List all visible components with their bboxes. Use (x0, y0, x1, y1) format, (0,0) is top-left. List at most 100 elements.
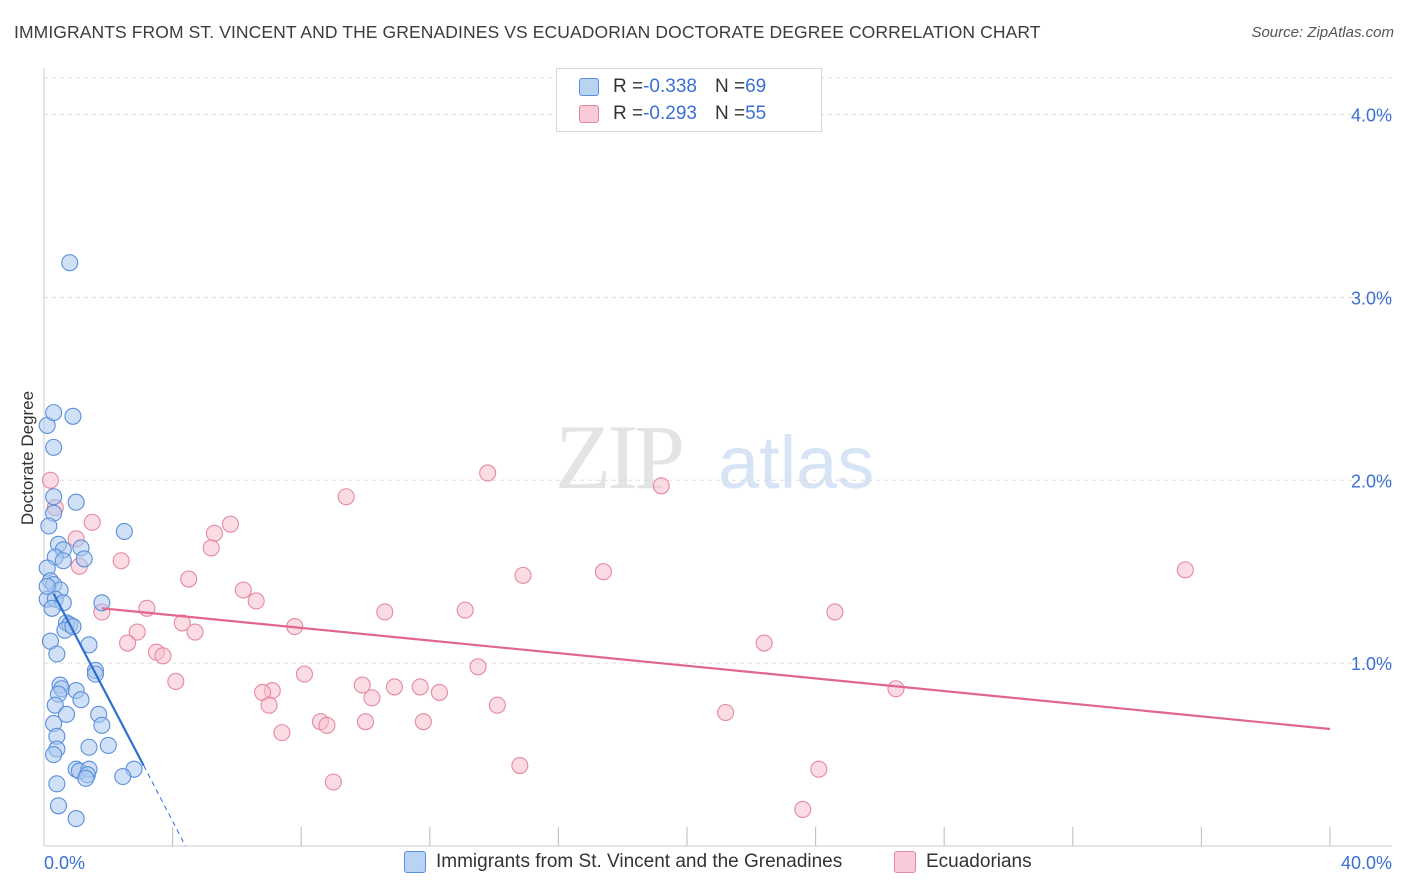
blue-point (46, 696, 64, 714)
blue-series (38, 254, 143, 828)
legend-n-value: 69 (745, 76, 767, 97)
correlation-legend: R = -0.338 N = 69 R = -0.293 N = 55 (556, 68, 822, 132)
blue-point (80, 738, 98, 756)
pink-point (810, 760, 828, 778)
source-label: Source: ZipAtlas.com (1251, 24, 1394, 41)
pink-point (717, 703, 735, 722)
bottom-legend-pink: Ecuadorians (894, 851, 1032, 873)
pink-point (167, 672, 185, 690)
pink-point (594, 563, 612, 581)
pink-point (318, 716, 336, 734)
pink-point (826, 603, 844, 621)
blue-point (75, 550, 93, 568)
pink-point (430, 683, 448, 701)
y-tick-label: 1.0% (1351, 654, 1392, 674)
pink-point (469, 658, 487, 676)
pink-point (794, 800, 812, 818)
y-axis-label: Doctorate Degree (18, 391, 37, 525)
pink-point (221, 515, 240, 533)
legend-row-pink: R = -0.293 N = 55 (579, 102, 766, 126)
pink-point (414, 713, 432, 731)
blue-trend-line (52, 593, 145, 767)
blue-point (45, 746, 63, 764)
pink-series (41, 464, 1194, 818)
pink-point (324, 773, 342, 791)
pink-point (363, 689, 381, 707)
pink-point (385, 678, 403, 696)
pink-point (887, 680, 905, 698)
pink-point (119, 634, 137, 652)
bottom-legend-label-pink: Ecuadorians (926, 851, 1032, 872)
pink-point (41, 471, 59, 489)
pink-point (260, 696, 278, 714)
pink-point (337, 488, 355, 506)
blue-point (57, 705, 76, 723)
blue-point (38, 577, 56, 595)
blue-point (115, 522, 133, 541)
blue-point (40, 517, 58, 535)
pink-point (273, 724, 291, 742)
pink-trend-line (101, 607, 1331, 731)
pink-point (1176, 561, 1194, 579)
bottom-legend-swatch-blue (404, 851, 426, 873)
blue-point (45, 438, 63, 456)
blue-point (72, 691, 90, 709)
blue-point (45, 404, 63, 422)
blue-point (45, 488, 63, 506)
blue-point (43, 599, 61, 617)
blue-point (114, 767, 132, 786)
blue-trend-extension (143, 765, 186, 847)
legend-r-value: -0.293 (643, 103, 697, 124)
blue-point (48, 775, 66, 793)
bottom-legend-swatch-pink (894, 851, 916, 873)
x-tick-label: 40.0% (1341, 853, 1392, 873)
pink-point (652, 477, 670, 495)
legend-r-label: R = (613, 76, 644, 97)
pink-point (234, 581, 252, 599)
pink-point (180, 570, 198, 588)
pink-point (247, 592, 265, 610)
tick-labels: 1.0% 2.0% 3.0% 4.0% 0.0% 40.0% (44, 106, 1392, 873)
pink-point (511, 756, 529, 775)
pink-point (186, 623, 204, 641)
legend-n-value: 55 (745, 103, 767, 124)
pink-point (479, 464, 497, 482)
bottom-legend-label-blue: Immigrants from St. Vincent and the Gren… (436, 851, 843, 872)
blue-point (67, 810, 85, 828)
blue-point (93, 716, 111, 734)
legend-r-value: -0.338 (643, 76, 697, 97)
pink-point (411, 678, 429, 696)
legend-r-label: R = (613, 103, 644, 124)
y-tick-label: 2.0% (1351, 471, 1392, 491)
pink-point (353, 676, 371, 694)
pink-point (112, 552, 130, 570)
chart-title: IMMIGRANTS FROM ST. VINCENT AND THE GREN… (14, 22, 1041, 42)
pink-point (514, 566, 532, 584)
pink-point (202, 539, 220, 557)
legend-row-blue: R = -0.338 N = 69 (579, 75, 766, 99)
blue-point (48, 645, 66, 663)
pink-point (83, 513, 101, 531)
pink-point (295, 665, 313, 683)
pink-point (456, 601, 474, 619)
pink-point (755, 634, 773, 652)
blue-point (67, 493, 85, 511)
y-tick-label: 4.0% (1351, 106, 1392, 126)
blue-point (64, 407, 82, 425)
bottom-legend-blue: Immigrants from St. Vincent and the Gren… (404, 851, 842, 873)
x-tick-label: 0.0% (44, 853, 85, 873)
pink-point (376, 603, 394, 621)
legend-n-label: N = (714, 103, 746, 124)
pink-point (488, 696, 506, 714)
blue-point (49, 797, 68, 815)
blue-point (99, 736, 117, 754)
pink-point (154, 647, 172, 665)
legend-swatch-blue (579, 78, 599, 96)
blue-point (77, 769, 95, 787)
watermark-atlas: atlas (718, 421, 874, 504)
legend-swatch-pink (579, 105, 599, 123)
legend-n-label: N = (714, 76, 746, 97)
pink-point (205, 524, 223, 542)
y-tick-label: 3.0% (1351, 288, 1392, 308)
